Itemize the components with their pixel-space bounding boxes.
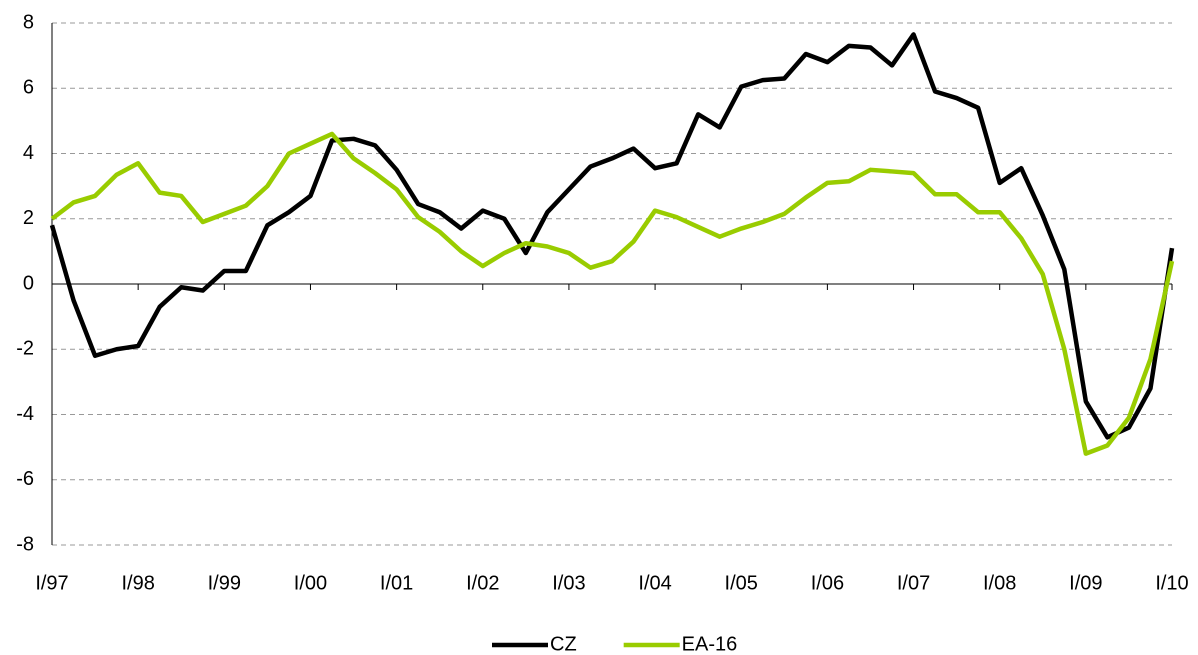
legend-label: EA-16: [682, 633, 738, 655]
series-line: [49, 32, 1175, 440]
y-tick-label: 0: [23, 272, 34, 294]
x-tick-label: I/07: [897, 572, 930, 594]
y-tick-label: 8: [23, 11, 34, 33]
y-tick-label: -4: [16, 403, 34, 425]
y-tick-label: 6: [23, 77, 34, 99]
y-tick-label: -2: [16, 338, 34, 360]
y-tick-label: -6: [16, 468, 34, 490]
series-line: [50, 131, 1175, 456]
x-tick-label: I/02: [466, 572, 499, 594]
x-tick-label: I/01: [380, 572, 413, 594]
x-tick-label: I/06: [811, 572, 844, 594]
x-tick-label: I/04: [638, 572, 671, 594]
x-tick-label: I/03: [552, 572, 585, 594]
x-tick-label: I/98: [121, 572, 154, 594]
x-tick-label: I/10: [1155, 572, 1188, 594]
x-tick-label: I/97: [35, 572, 68, 594]
x-tick-label: I/99: [208, 572, 241, 594]
x-tick-label: I/08: [983, 572, 1016, 594]
y-tick-label: -8: [16, 533, 34, 555]
legend-label: CZ: [550, 633, 577, 655]
x-tick-label: I/09: [1069, 572, 1102, 594]
y-tick-label: 4: [23, 142, 34, 164]
x-tick-label: I/05: [725, 572, 758, 594]
x-tick-label: I/00: [294, 572, 327, 594]
y-tick-label: 2: [23, 207, 34, 229]
